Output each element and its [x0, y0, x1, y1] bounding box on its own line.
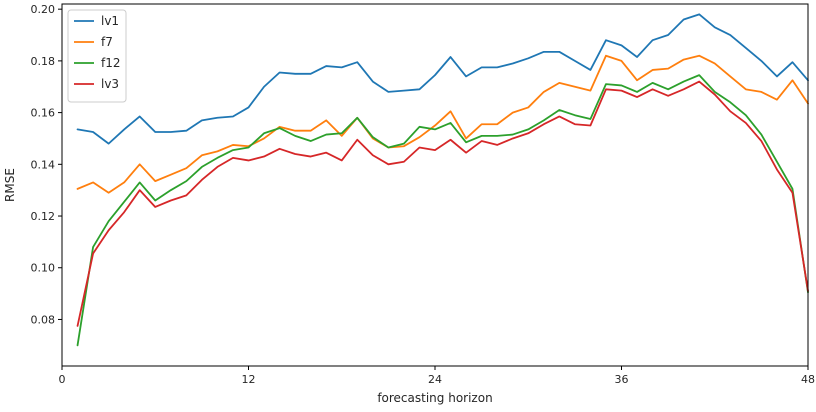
- series-line-f12: [76, 74, 809, 347]
- y-tick-label: 0.16: [31, 107, 56, 120]
- x-tick-label: 24: [428, 373, 442, 386]
- series-line-lv3: [76, 80, 809, 327]
- legend-label-f12: f12: [101, 56, 121, 70]
- y-tick-label: 0.18: [31, 55, 56, 68]
- x-tick-label: 0: [59, 373, 66, 386]
- legend-label-lv1: lv1: [101, 14, 119, 28]
- y-tick-label: 0.20: [31, 3, 56, 16]
- x-tick-label: 48: [801, 373, 815, 386]
- legend-box: [67, 9, 127, 103]
- legend-label-lv3: lv3: [101, 77, 119, 91]
- y-tick-label: 0.14: [31, 158, 56, 171]
- y-axis-title: RMSE: [3, 168, 17, 202]
- y-tick-label: 0.10: [31, 262, 56, 275]
- x-axis-title: forecasting horizon: [377, 391, 492, 405]
- x-axis: 0 12 24 36 48: [59, 366, 815, 386]
- y-tick-label: 0.08: [31, 313, 56, 326]
- x-tick-label: 36: [615, 373, 629, 386]
- plot-area: [62, 4, 808, 366]
- legend-label-f7: f7: [101, 35, 113, 49]
- x-tick-label: 12: [242, 373, 256, 386]
- series-line-f7: [76, 54, 809, 194]
- series-layer: [76, 13, 809, 347]
- y-axis: 0.08 0.10 0.12 0.14 0.16 0.18 0.20: [31, 3, 62, 326]
- series-line-lv1: [76, 13, 809, 145]
- legend: lv1 f7 f12 lv3: [67, 9, 127, 103]
- y-tick-label: 0.12: [31, 210, 56, 223]
